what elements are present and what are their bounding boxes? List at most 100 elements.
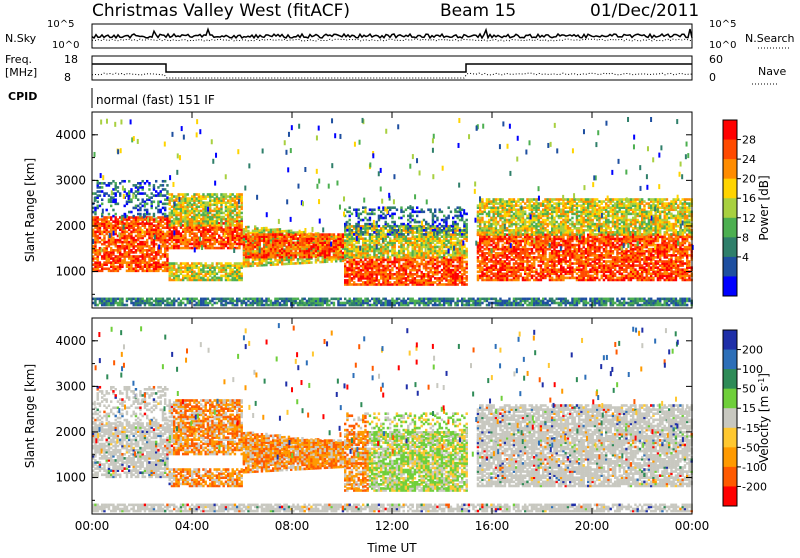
range-gate-cell <box>454 221 456 224</box>
range-gate-cell <box>403 223 405 226</box>
range-gate-cell <box>153 194 155 197</box>
freq-label: Freq. <box>5 53 32 66</box>
range-gate-cell <box>117 218 119 221</box>
range-gate-cell <box>153 304 155 307</box>
range-gate-cell <box>346 279 348 282</box>
range-gate-cell <box>103 216 105 219</box>
range-gate-cell <box>414 273 416 276</box>
range-gate-cell <box>164 188 166 191</box>
range-gate-cell <box>139 226 141 229</box>
range-gate-cell <box>126 235 128 238</box>
range-gate-cell <box>164 233 166 236</box>
range-gate-cell <box>436 225 438 228</box>
range-gate-cell <box>268 246 270 249</box>
range-gate-cell <box>452 298 454 301</box>
range-gate-cell <box>169 262 171 265</box>
range-gate-cell <box>270 229 272 232</box>
range-gate-cell <box>425 227 427 230</box>
range-gate-cell <box>110 182 112 185</box>
range-gate-cell <box>360 298 362 301</box>
range-gate-cell <box>112 209 114 212</box>
range-gate-cell <box>387 273 389 276</box>
range-gate-cell <box>103 192 105 195</box>
range-gate-cell <box>108 231 110 234</box>
range-gate-cell <box>423 273 425 276</box>
nsearch-trace <box>92 39 692 41</box>
range-gate-cell <box>202 264 204 267</box>
range-gate-cell <box>97 304 99 307</box>
range-gate-cell <box>385 265 387 268</box>
range-gate-cell <box>403 215 405 218</box>
range-gate-cell <box>360 213 362 216</box>
range-gate-cell <box>220 275 222 278</box>
range-gate-cell <box>448 259 450 262</box>
range-gate-cell <box>416 215 418 218</box>
range-gate-cell <box>452 242 454 245</box>
range-gate-cell <box>252 298 254 301</box>
range-gate-cell <box>373 235 375 238</box>
range-gate-cell <box>295 298 297 301</box>
range-gate-cell <box>205 201 207 204</box>
range-gate-cell <box>398 217 400 220</box>
range-gate-cell <box>108 194 110 197</box>
range-gate-cell <box>133 207 135 210</box>
range-gate-cell <box>164 300 166 303</box>
range-gate-cell <box>292 231 294 234</box>
range-gate-cell <box>115 239 117 242</box>
freq-tick-lo: 8 <box>64 71 71 84</box>
range-gate-cell <box>146 261 148 264</box>
range-gate-cell <box>421 259 423 262</box>
range-gate-cell <box>135 249 137 252</box>
range-gate-cell <box>162 188 164 191</box>
range-gate-cell <box>164 203 166 206</box>
range-gate-cell <box>211 193 213 196</box>
range-gate-cell <box>362 206 364 209</box>
range-gate-cell <box>234 270 236 273</box>
range-gate-cell <box>250 298 252 301</box>
range-gate-cell <box>130 211 132 214</box>
range-gate-cell <box>430 298 432 301</box>
range-gate-cell <box>166 245 168 248</box>
range-gate-cell <box>407 233 409 236</box>
range-gate-cell <box>389 206 391 209</box>
range-gate-cell <box>331 237 333 240</box>
range-gate-cell <box>412 206 414 209</box>
range-gate-cell <box>378 229 380 232</box>
range-gate-cell <box>232 210 234 213</box>
range-gate-cell <box>418 211 420 214</box>
range-gate-cell <box>445 244 447 247</box>
range-gate-cell <box>238 210 240 213</box>
range-gate-cell <box>362 211 364 214</box>
range-gate-cell <box>344 239 346 242</box>
range-gate-cell <box>434 225 436 228</box>
range-gate-cell <box>137 298 139 301</box>
range-gate-cell <box>263 304 265 307</box>
range-gate-cell <box>223 228 225 231</box>
range-gate-cell <box>245 302 247 305</box>
range-gate-cell <box>198 210 200 213</box>
range-gate-cell <box>362 273 364 276</box>
range-gate-cell <box>346 261 348 264</box>
range-gate-cell <box>121 259 123 262</box>
range-gate-cell <box>106 241 108 244</box>
range-gate-cell <box>349 298 351 301</box>
range-gate-cell <box>441 239 443 242</box>
range-gate-cell <box>250 235 252 238</box>
range-gate-cell <box>214 298 216 301</box>
range-gate-cell <box>169 243 171 246</box>
range-gate-cell <box>414 219 416 222</box>
range-gate-cell <box>371 304 373 307</box>
range-gate-cell <box>189 197 191 200</box>
range-gate-cell <box>434 298 436 301</box>
range-gate-cell <box>178 245 180 248</box>
range-gate-cell <box>180 247 182 250</box>
range-gate-cell <box>385 259 387 262</box>
range-gate-cell <box>387 233 389 236</box>
range-gate-cell <box>313 233 315 236</box>
range-gate-cell <box>247 304 249 307</box>
range-gate-cell <box>236 247 238 250</box>
range-gate-cell <box>389 225 391 228</box>
range-gate-cell <box>200 226 202 229</box>
range-gate-cell <box>151 247 153 250</box>
